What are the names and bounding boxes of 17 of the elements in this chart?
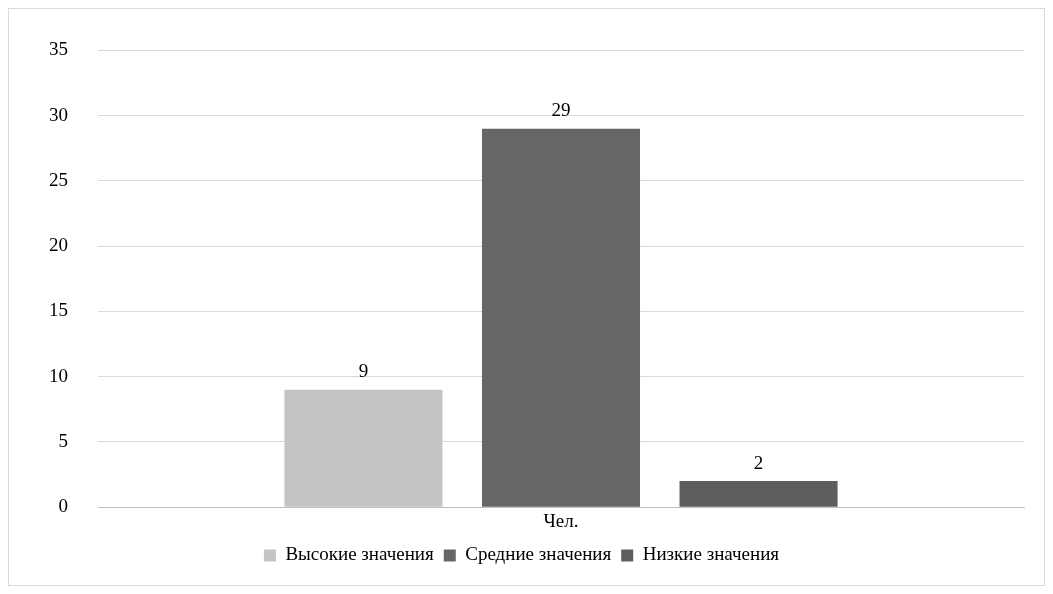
legend-label: Высокие значения: [285, 543, 435, 565]
y-tick-label: 25: [49, 168, 68, 190]
x-tick-label: Чел.: [543, 509, 579, 531]
y-tick-label: 5: [58, 429, 68, 451]
data-label: 2: [753, 451, 764, 473]
data-label: 9: [358, 360, 369, 382]
y-tick-label: 35: [49, 38, 68, 60]
y-tick-label: 10: [49, 364, 68, 386]
legend-label: Низкие значения: [642, 543, 780, 565]
y-tick-label: 0: [58, 495, 68, 517]
bar: [679, 481, 838, 507]
data-label: 29: [551, 99, 571, 121]
y-tick-label: 30: [49, 103, 68, 125]
legend-label: Средние значения: [465, 543, 612, 565]
y-tick-label: 15: [49, 299, 68, 321]
y-tick-label: 20: [49, 234, 68, 256]
bar: [481, 128, 641, 507]
